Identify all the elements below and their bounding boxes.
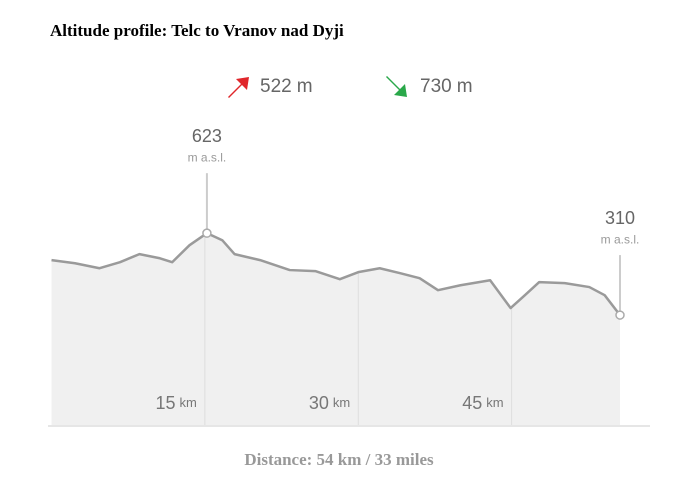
descent-icon [386, 76, 407, 97]
ascent-value: 522 [260, 76, 292, 97]
x-tick-label: 30 km [309, 393, 350, 413]
x-tick-unit: km [180, 395, 197, 410]
annotation-marker [202, 228, 212, 238]
x-tick-value: 30 [309, 393, 329, 413]
x-tick-value: 45 [462, 393, 482, 413]
area-fill [51, 233, 620, 425]
x-tick-label: 15 km [155, 393, 196, 413]
descent-value: 730 [420, 76, 452, 97]
annotation-label: m a.s.l. [601, 232, 640, 246]
x-tick-unit: km [486, 395, 503, 410]
x-tick-label: 45 km [462, 393, 503, 413]
profile-line [51, 231, 621, 316]
annotation-label: m a.s.l. [188, 150, 227, 164]
footer: Distance: 54 km / 33 miles [244, 450, 434, 469]
chart-title: Altitude profile: Telc to Vranov nad Dyj… [50, 21, 344, 40]
descent-unit: m [457, 76, 473, 97]
x-tick-unit: km [333, 395, 350, 410]
ascent-icon [228, 77, 249, 98]
ascent: 522 m [260, 76, 313, 97]
annotation-marker [615, 310, 625, 320]
descent: 730 m [420, 76, 473, 97]
ascent-unit: m [297, 76, 313, 97]
x-tick-value: 15 [155, 393, 175, 413]
annotation-value: 623 [192, 126, 222, 146]
annotation-value: 310 [605, 208, 635, 228]
